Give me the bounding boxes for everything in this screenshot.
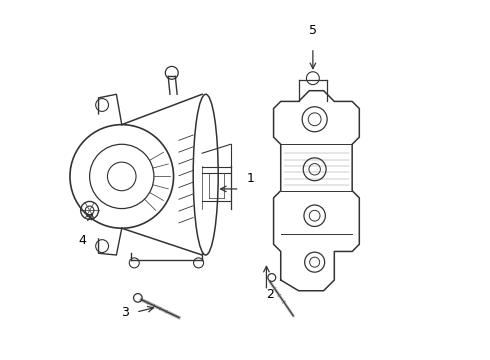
Text: 4: 4: [78, 234, 86, 247]
Text: 5: 5: [309, 24, 317, 37]
Text: 1: 1: [247, 172, 255, 185]
Text: 3: 3: [121, 306, 129, 319]
Text: 2: 2: [266, 288, 274, 301]
